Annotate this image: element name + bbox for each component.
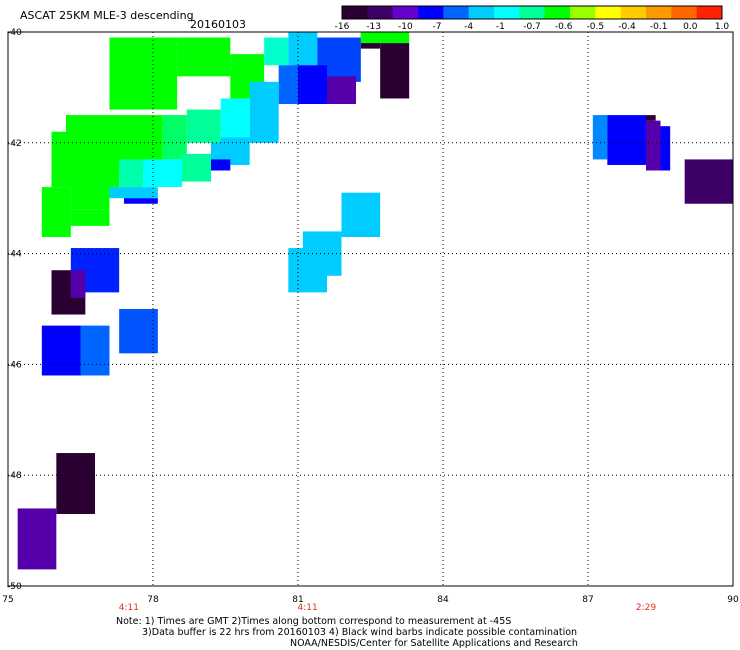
data-cell-24 — [109, 187, 158, 199]
data-cell-35 — [302, 231, 342, 276]
map-title: ASCAT 25KM MLE-3 descending — [20, 9, 194, 22]
y-tick-label: -42 — [7, 139, 22, 149]
footer-credit: NOAA/NESDIS/Center for Satellite Applica… — [290, 638, 578, 649]
colorbar-segment — [443, 6, 470, 19]
data-cell-18 — [51, 131, 120, 188]
colorbar-segment — [646, 6, 672, 19]
colorbar-segment — [367, 6, 394, 19]
x-tick-label: 84 — [437, 595, 449, 605]
data-cell-39 — [646, 115, 656, 121]
colorbar-legend: -16 -13 -10 -7 -4 -1 -0.7 -0.6 -0.5 -0.4 -0.1 0.0 1.… — [335, 5, 730, 32]
data-cell-41 — [660, 126, 671, 171]
orbit-time-label: 2:29 — [636, 603, 656, 613]
y-tick-label: -40 — [7, 28, 22, 38]
data-cells — [17, 32, 733, 570]
colorbar-border — [341, 5, 723, 20]
colorbar-label: 1.0 — [715, 22, 730, 32]
x-tick-label: 81 — [292, 595, 303, 605]
data-cell-0 — [109, 37, 178, 110]
data-cell-30 — [70, 270, 86, 298]
footer-note-line-2: 3)Data buffer is 22 hrs from 20160103 4)… — [142, 627, 578, 638]
data-cell-42 — [684, 159, 733, 204]
colorbar-segment — [392, 6, 419, 19]
colorbar-label: -1 — [496, 22, 505, 32]
plot-frame — [7, 31, 734, 587]
colorbar-segment — [342, 6, 368, 19]
data-cell-40 — [646, 120, 661, 171]
grid-lines — [8, 32, 733, 586]
x-tick-label: 78 — [147, 595, 159, 605]
colorbar-label: -4 — [464, 22, 473, 32]
data-cell-25 — [124, 198, 158, 204]
data-cell-16 — [162, 115, 187, 160]
colorbar-segment — [468, 6, 495, 19]
data-cell-9 — [327, 76, 356, 105]
data-cell-31 — [119, 309, 158, 354]
colorbar-label: -10 — [398, 22, 413, 32]
colorbar-segment — [696, 6, 723, 19]
y-tick-label: -50 — [7, 582, 22, 592]
colorbar-segment — [418, 6, 444, 19]
x-tick-label: 75 — [2, 595, 13, 605]
data-cell-23 — [70, 181, 110, 210]
data-cell-37 — [592, 115, 608, 160]
colorbar-label: -0.5 — [587, 22, 605, 32]
data-cell-3 — [264, 37, 289, 66]
data-cell-7 — [380, 43, 410, 99]
colorbar-label: -0.6 — [555, 22, 573, 32]
colorbar-label: 0.0 — [683, 22, 698, 32]
colorbar-segment — [595, 6, 622, 19]
colorbar-segment — [671, 6, 698, 19]
data-cell-8 — [360, 32, 410, 44]
data-cell-10 — [293, 65, 327, 105]
data-cell-20 — [143, 159, 182, 188]
data-cell-11 — [278, 65, 298, 105]
wind-map-plot: -16 -13 -10 -7 -4 -1 -0.7 -0.6 -0.5 -0.4 -0.1 0.0 1.… — [2, 5, 739, 613]
colorbar-segment — [494, 6, 520, 19]
data-cell-33 — [80, 325, 110, 376]
map-date: 20160103 — [190, 18, 246, 31]
x-tick-label: 90 — [727, 595, 739, 605]
colorbar-label: -0.7 — [523, 22, 541, 32]
colorbar-label: -16 — [335, 22, 350, 32]
colorbar-segment — [620, 6, 647, 19]
data-cell-1 — [177, 37, 231, 77]
x-tick-label: 87 — [582, 595, 593, 605]
colorbar-segment — [519, 6, 546, 19]
data-cell-44 — [17, 508, 57, 570]
axis-tick-labels: 75 78 81 84 87 90 -40 -42 -44 -46 -48 -50 — [2, 28, 739, 605]
data-cell-21 — [182, 153, 211, 182]
data-cell-43 — [56, 453, 95, 514]
data-cell-13 — [220, 98, 250, 138]
y-tick-label: -44 — [7, 250, 22, 260]
data-cell-32 — [41, 325, 81, 376]
data-cell-22 — [211, 159, 231, 171]
footer-note-line-1: Note: 1) Times are GMT 2)Times along bot… — [116, 616, 512, 627]
orbit-time-label: 4:11 — [119, 603, 139, 613]
data-cell-15 — [186, 109, 221, 143]
colorbar-label: -0.4 — [618, 22, 636, 32]
data-cell-12 — [249, 81, 279, 143]
orbit-time-label: 4:11 — [298, 603, 318, 613]
time-labels: 4:11 4:11 2:29 — [119, 603, 657, 613]
data-cell-27 — [70, 209, 110, 226]
data-cell-4 — [288, 32, 318, 66]
colorbar-label: -0.1 — [650, 22, 668, 32]
data-cell-26 — [41, 187, 71, 237]
colorbar-segment — [544, 6, 571, 19]
colorbar-segment — [570, 6, 596, 19]
data-cell-38 — [607, 115, 646, 165]
y-tick-label: -48 — [7, 471, 22, 481]
colorbar-label: -13 — [366, 22, 381, 32]
data-cell-19 — [119, 159, 144, 188]
data-cell-36 — [341, 192, 381, 237]
colorbar-label: -7 — [433, 22, 442, 32]
y-tick-label: -46 — [7, 360, 22, 370]
